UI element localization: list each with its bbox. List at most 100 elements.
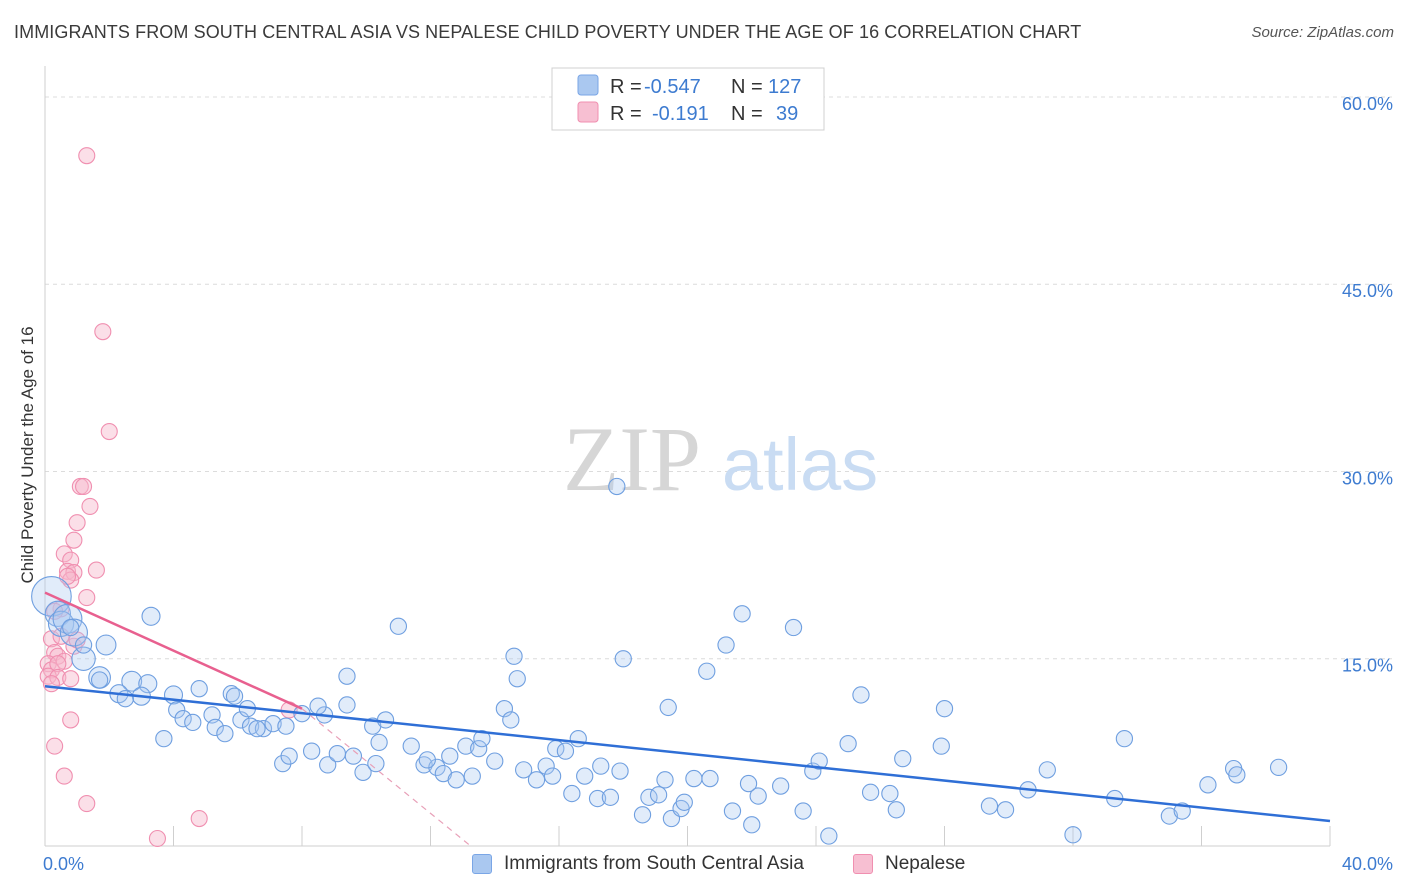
bottom-legend-swatch-pink: [853, 854, 873, 874]
south-central-asia-point: [743, 816, 761, 834]
south-central-asia-point: [505, 647, 523, 665]
south-central-asia-point: [473, 729, 491, 748]
south-central-asia-point: [319, 756, 337, 774]
bottom-legend-item-1: Immigrants from South Central Asia: [472, 851, 804, 877]
watermark-zip: ZIP: [563, 408, 701, 510]
trend-line-south-central-asia: [44, 684, 1331, 823]
south-central-asia-point: [402, 737, 420, 755]
south-central-asia-point: [254, 720, 273, 738]
nepalese-point: [81, 497, 99, 515]
south-central-asia-point: [389, 617, 408, 635]
south-central-asia-point: [656, 771, 674, 789]
bottom-legend-item-2: Nepalese: [853, 851, 965, 877]
watermark: ZIP atlas: [563, 408, 878, 510]
south-central-asia-point: [717, 636, 735, 654]
south-central-asia-point: [996, 801, 1015, 819]
south-central-asia-point: [121, 670, 143, 692]
south-central-asia-point: [486, 752, 504, 770]
south-central-asia-points: [31, 477, 1288, 845]
south-central-asia-point: [723, 802, 742, 820]
south-central-asia-point: [633, 806, 652, 824]
trend-extension-nepalese: [301, 708, 472, 847]
south-central-asia-point: [206, 718, 224, 737]
south-central-asia-point: [155, 729, 173, 748]
south-central-asia-point: [649, 786, 668, 804]
south-central-asia-point: [935, 700, 954, 718]
south-central-asia-point: [685, 769, 703, 788]
south-central-asia-point: [216, 724, 234, 743]
south-central-asia-point: [90, 671, 109, 689]
south-central-asia-point: [1038, 761, 1056, 779]
legend-n-value-2: 39: [776, 103, 798, 125]
south-central-asia-point: [232, 711, 250, 729]
legend-r-value-1: -0.547: [644, 76, 701, 98]
nepalese-point: [190, 809, 208, 828]
trend-lines: [44, 591, 1331, 847]
south-central-asia-point: [749, 787, 767, 805]
nepalese-point: [49, 655, 67, 673]
watermark-atlas: atlas: [722, 423, 878, 506]
legend-box: R = -0.547 N = 127 R = -0.191 N = 39: [551, 67, 825, 131]
trend-line-nepalese: [44, 591, 303, 710]
south-central-asia-point: [174, 710, 192, 728]
south-central-asia-point: [608, 477, 626, 496]
south-central-asia-point: [852, 686, 870, 704]
south-central-asia-point: [190, 680, 208, 698]
legend-n-label-2: N =: [731, 103, 763, 125]
y-tick-label: 60.0%: [1342, 94, 1393, 114]
bottom-legend-label-2: Nepalese: [885, 853, 966, 874]
nepalese-point: [75, 477, 93, 496]
south-central-asia-point: [1199, 776, 1217, 794]
south-central-asia-point: [376, 711, 395, 729]
south-central-asia-point: [415, 756, 433, 774]
south-central-asia-point: [71, 646, 96, 671]
south-central-asia-point: [280, 747, 298, 765]
south-central-asia-point: [588, 789, 607, 808]
south-central-asia-point: [62, 618, 80, 637]
nepalese-point: [42, 675, 60, 693]
south-central-asia-point: [932, 737, 950, 755]
south-central-asia-point: [328, 744, 346, 763]
south-central-asia-point: [611, 762, 629, 780]
south-central-asia-point: [1228, 766, 1246, 784]
south-central-asia-point: [470, 739, 488, 758]
south-central-asia-point: [887, 801, 905, 819]
south-central-asia-point: [44, 600, 72, 627]
south-central-asia-point: [138, 674, 158, 694]
south-central-asia-point: [264, 715, 282, 733]
south-central-asia-point: [74, 636, 93, 654]
bottom-legend-swatch-blue: [472, 854, 492, 874]
south-central-asia-point: [576, 767, 594, 785]
south-central-asia-point: [772, 777, 790, 795]
nepalese-point: [65, 531, 83, 549]
south-central-asia-point: [222, 685, 240, 703]
south-central-asia-point: [563, 784, 581, 803]
south-central-asia-point: [701, 769, 719, 788]
nepalese-point: [94, 323, 112, 341]
south-central-asia-point: [168, 701, 186, 719]
south-central-asia-point: [1269, 758, 1288, 777]
south-central-asia-point: [659, 698, 677, 717]
south-central-asia-point: [698, 662, 716, 680]
south-central-asia-point: [441, 747, 459, 765]
south-central-asia-point: [543, 767, 562, 785]
south-central-asia-point: [1115, 729, 1134, 748]
south-central-asia-point: [508, 670, 526, 688]
y-tick-label: 15.0%: [1342, 656, 1393, 676]
nepalese-point: [78, 795, 96, 813]
grid: [45, 96, 1392, 660]
south-central-asia-point: [52, 603, 83, 634]
south-central-asia-point: [794, 802, 812, 820]
nepalese-point: [68, 514, 86, 532]
south-central-asia-point: [675, 793, 693, 811]
south-central-asia-point: [556, 742, 575, 760]
nepalese-point: [78, 589, 96, 607]
south-central-asia-point: [1160, 807, 1179, 825]
south-central-asia-point: [354, 763, 372, 781]
south-central-asia-point: [309, 697, 327, 715]
south-central-asia-point: [894, 749, 912, 768]
south-central-asia-point: [418, 751, 436, 769]
south-central-asia-point: [592, 757, 610, 775]
south-central-asia-point: [839, 734, 857, 753]
